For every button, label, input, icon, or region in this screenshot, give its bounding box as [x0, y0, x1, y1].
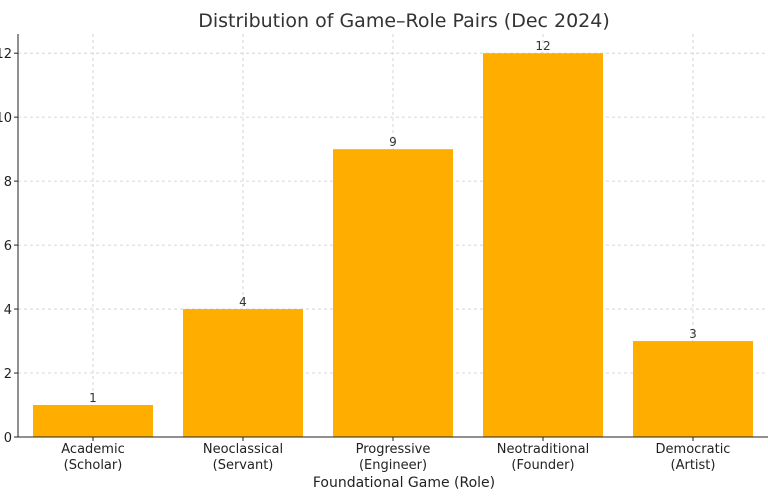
x-tick-label-1-line-0: Neoclassical: [203, 442, 283, 457]
x-tick-label-0: Academic (Scholar): [61, 442, 124, 473]
y-tick-label-2: 4: [4, 303, 12, 318]
y-tick-label-3: 6: [4, 239, 12, 254]
bar-2: [333, 149, 453, 437]
x-tick-label-3-line-0: Neotraditional: [497, 442, 589, 457]
bar-1: [183, 309, 303, 437]
y-tick-label-1: 2: [4, 367, 12, 382]
x-tick-label-3-line-1: (Founder): [511, 458, 574, 473]
x-tick-label-1-line-1: (Servant): [213, 458, 274, 473]
x-tick-label-4: Democratic (Artist): [656, 442, 731, 473]
x-tick-label-2-line-1: (Engineer): [359, 458, 427, 473]
data-label-2: 9: [389, 135, 397, 149]
y-tick-label-6: 12: [0, 47, 12, 62]
bar-3: [483, 53, 603, 437]
y-tick-label-5: 10: [0, 111, 12, 126]
x-tick-label-4-line-0: Democratic: [656, 442, 731, 457]
x-tick-label-3: Neotraditional (Founder): [497, 442, 589, 473]
data-label-3: 12: [535, 39, 550, 53]
y-axis-ticks: 0 2 4 6 8 10 12: [0, 47, 18, 446]
bars: [33, 53, 753, 437]
x-axis-title: Foundational Game (Role): [313, 475, 495, 491]
chart-title: Distribution of Game–Role Pairs (Dec 202…: [198, 10, 610, 32]
y-tick-label-0: 0: [4, 431, 12, 446]
x-tick-label-1: Neoclassical (Servant): [203, 442, 283, 473]
x-tick-label-2: Progressive (Engineer): [356, 442, 431, 473]
x-tick-label-2-line-0: Progressive: [356, 442, 431, 457]
y-tick-label-4: 8: [4, 175, 12, 190]
bar-0: [33, 405, 153, 437]
x-tick-label-4-line-1: (Artist): [671, 458, 716, 473]
x-tick-label-0-line-0: Academic: [61, 442, 124, 457]
x-tick-label-0-line-1: (Scholar): [64, 458, 123, 473]
bar-4: [633, 341, 753, 437]
data-label-1: 4: [239, 295, 247, 309]
data-label-0: 1: [89, 391, 97, 405]
data-labels: 1 4 9 12 3: [89, 39, 697, 405]
data-label-4: 3: [689, 327, 697, 341]
x-axis-ticks: Academic (Scholar) Neoclassical (Servant) Pr…: [61, 437, 730, 473]
